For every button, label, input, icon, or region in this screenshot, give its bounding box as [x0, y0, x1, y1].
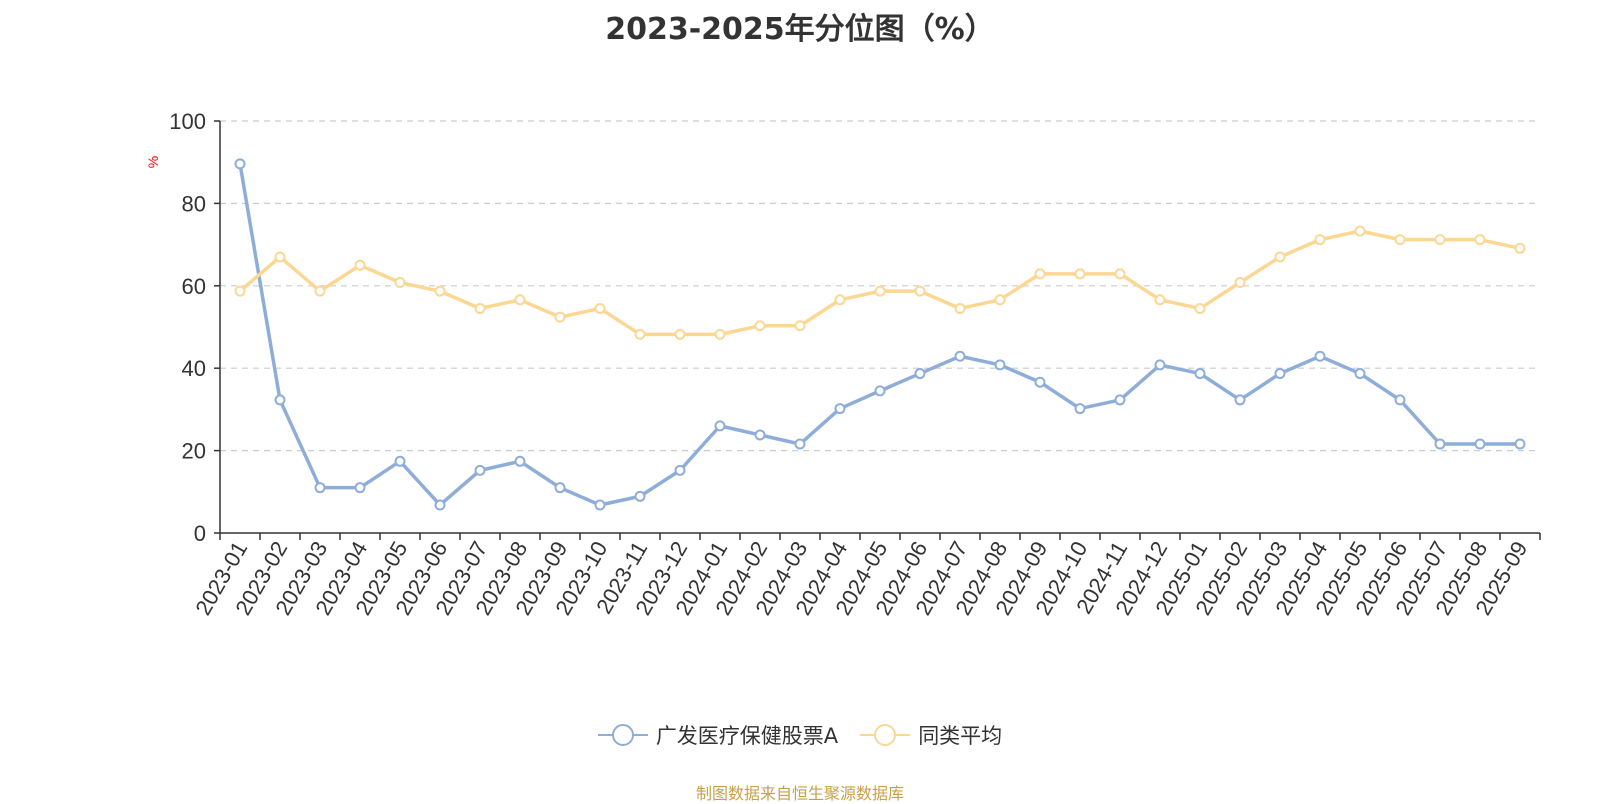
data-point-series-2[interactable]: [994, 294, 1006, 306]
data-point-series-1[interactable]: [314, 482, 326, 494]
data-point-series-1[interactable]: [714, 420, 726, 432]
y-tick-label: 60: [182, 274, 206, 299]
data-point-series-1[interactable]: [1394, 394, 1406, 406]
data-point-series-1[interactable]: [474, 464, 486, 476]
data-point-series-2[interactable]: [1474, 234, 1486, 246]
data-point-series-1[interactable]: [1474, 438, 1486, 450]
data-point-series-2[interactable]: [1434, 234, 1446, 246]
data-point-series-2[interactable]: [1274, 251, 1286, 263]
data-point-series-1[interactable]: [514, 455, 526, 467]
data-point-series-2[interactable]: [1074, 268, 1086, 280]
data-point-series-1[interactable]: [394, 455, 406, 467]
data-point-series-2[interactable]: [354, 259, 366, 271]
legend-item-series-2[interactable]: 同类平均: [860, 720, 1002, 750]
legend-item-series-1[interactable]: 广发医疗保健股票A: [597, 720, 839, 750]
data-point-series-1[interactable]: [1194, 368, 1206, 380]
legend-label: 广发医疗保健股票A: [655, 724, 839, 748]
legend-marker-icon: [597, 724, 648, 746]
data-point-series-1[interactable]: [234, 158, 246, 170]
data-point-series-1[interactable]: [434, 499, 446, 511]
chart-title: 2023-2025年分位图（%）: [605, 12, 995, 47]
series-lines: [238, 163, 1521, 507]
legend-label: 同类平均: [918, 724, 1003, 748]
data-point-series-1[interactable]: [554, 482, 566, 494]
y-tick-label: 80: [182, 191, 206, 216]
data-point-series-1[interactable]: [914, 368, 926, 380]
data-point-series-2[interactable]: [1194, 302, 1206, 314]
data-point-series-2[interactable]: [594, 302, 606, 314]
data-point-series-1[interactable]: [1234, 394, 1246, 406]
data-point-series-1[interactable]: [1434, 438, 1446, 450]
data-point-series-2[interactable]: [834, 294, 846, 306]
data-point-series-1[interactable]: [354, 482, 366, 494]
source-note: 制图数据来自恒生聚源数据库: [695, 784, 904, 803]
data-point-series-2[interactable]: [274, 251, 286, 263]
data-point-series-2[interactable]: [634, 328, 646, 340]
data-point-series-2[interactable]: [1154, 294, 1166, 306]
data-point-series-2[interactable]: [754, 320, 766, 332]
y-tick-label: 100: [169, 109, 206, 134]
data-point-series-1[interactable]: [1034, 376, 1046, 388]
data-point-series-1[interactable]: [274, 394, 286, 406]
data-point-series-1[interactable]: [874, 385, 886, 397]
legend: 广发医疗保健股票A 同类平均: [0, 720, 1600, 750]
y-tick-labels: 0 20 40 60 80 100: [169, 109, 206, 546]
y-tick-label: 20: [182, 439, 206, 464]
series-line-1: [238, 163, 1520, 507]
data-point-series-2[interactable]: [954, 302, 966, 314]
data-point-series-2[interactable]: [1314, 234, 1326, 246]
data-point-series-1[interactable]: [794, 438, 806, 450]
data-point-series-2[interactable]: [794, 320, 806, 332]
data-point-series-1[interactable]: [754, 429, 766, 441]
data-point-series-1[interactable]: [954, 350, 966, 362]
data-point-series-1[interactable]: [1314, 350, 1326, 362]
legend-marker-icon: [860, 724, 911, 746]
data-point-series-2[interactable]: [314, 285, 326, 297]
data-point-series-1[interactable]: [634, 490, 646, 502]
data-point-series-2[interactable]: [1394, 234, 1406, 246]
data-point-series-2[interactable]: [1114, 268, 1126, 280]
data-point-series-2[interactable]: [514, 294, 526, 306]
data-point-series-2[interactable]: [914, 285, 926, 297]
data-point-series-2[interactable]: [554, 311, 566, 323]
data-point-series-2[interactable]: [714, 328, 726, 340]
y-tick-label: 40: [182, 356, 206, 381]
data-point-series-1[interactable]: [594, 499, 606, 511]
y-tick-label: 0: [194, 521, 206, 546]
data-point-series-1[interactable]: [1154, 359, 1166, 371]
data-point-series-2[interactable]: [674, 328, 686, 340]
y-axis-unit: %: [145, 156, 161, 168]
data-point-series-1[interactable]: [1274, 368, 1286, 380]
data-point-series-1[interactable]: [674, 464, 686, 476]
data-point-series-2[interactable]: [394, 277, 406, 289]
data-point-series-2[interactable]: [1234, 277, 1246, 289]
data-point-series-1[interactable]: [834, 403, 846, 415]
data-point-series-2[interactable]: [1514, 242, 1526, 254]
data-point-series-1[interactable]: [994, 359, 1006, 371]
data-point-series-2[interactable]: [1034, 268, 1046, 280]
x-tick-labels: 2023-012023-022023-032023-042023-052023-…: [190, 537, 1532, 619]
data-point-series-2[interactable]: [434, 285, 446, 297]
axes: [214, 120, 1541, 540]
series-points: [234, 158, 1526, 511]
data-point-series-2[interactable]: [234, 285, 246, 297]
data-point-series-1[interactable]: [1354, 368, 1366, 380]
data-point-series-2[interactable]: [1354, 225, 1366, 237]
series-line-2: [238, 229, 1521, 337]
data-point-series-1[interactable]: [1074, 403, 1086, 415]
data-point-series-1[interactable]: [1514, 438, 1526, 450]
data-point-series-1[interactable]: [1114, 394, 1126, 406]
data-point-series-2[interactable]: [474, 302, 486, 314]
data-point-series-2[interactable]: [874, 285, 886, 297]
